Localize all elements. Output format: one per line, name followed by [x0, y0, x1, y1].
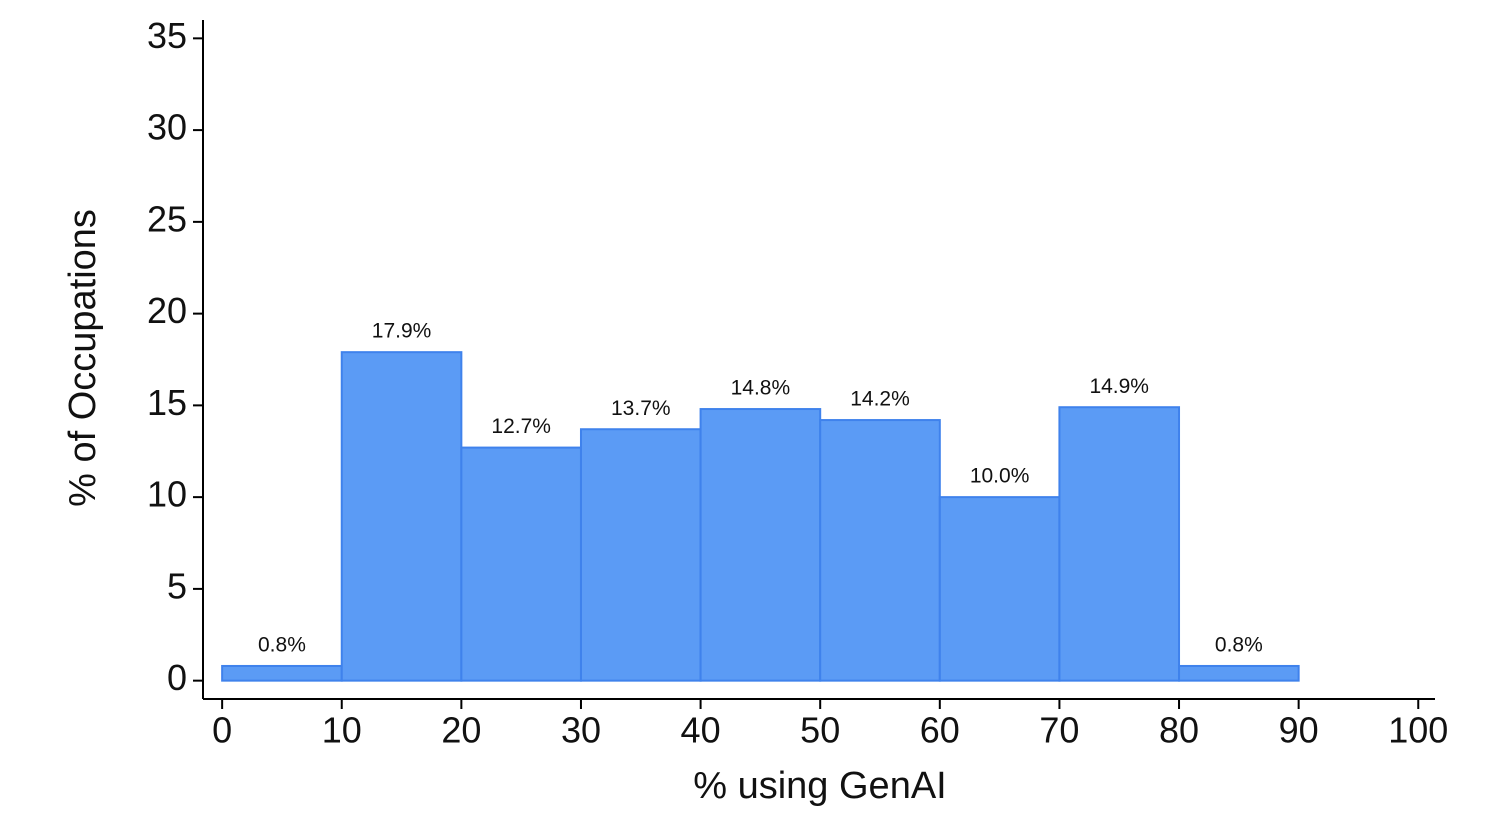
x-tick-label: 100	[1388, 710, 1448, 751]
value-label: 10.0%	[970, 465, 1030, 488]
value-label: 0.8%	[258, 634, 306, 657]
x-tick-label: 70	[1039, 710, 1079, 751]
x-tick-label: 0	[212, 710, 232, 751]
value-label: 12.7%	[491, 415, 551, 438]
value-label: 14.8%	[731, 377, 791, 400]
bar	[1058, 406, 1181, 682]
x-tick-label: 90	[1279, 710, 1319, 751]
bar	[221, 664, 343, 682]
value-label: 0.8%	[1215, 634, 1263, 657]
x-tick-label: 10	[322, 710, 362, 751]
x-tick-label: 40	[681, 710, 721, 751]
bar	[340, 351, 463, 682]
y-tick-label: 10	[147, 474, 187, 515]
value-label: 14.2%	[850, 388, 910, 411]
x-tick-label: 50	[800, 710, 840, 751]
y-tick-label: 35	[147, 15, 187, 56]
y-tick-label: 25	[147, 198, 187, 239]
y-tick-label: 5	[167, 565, 187, 606]
y-tick-label: 15	[147, 382, 187, 423]
value-label: 13.7%	[611, 397, 671, 420]
y-tick-label: 20	[147, 290, 187, 331]
x-axis-title: % using GenAI	[693, 765, 946, 807]
bar	[938, 496, 1061, 682]
x-tick-label: 60	[920, 710, 960, 751]
bar	[699, 408, 822, 682]
y-tick-label: 30	[147, 107, 187, 148]
x-tick-label: 80	[1159, 710, 1199, 751]
bar	[579, 428, 702, 682]
value-label: 14.9%	[1089, 375, 1149, 398]
bar	[460, 446, 582, 682]
x-tick-label: 20	[441, 710, 481, 751]
y-axis-title: % of Occupations	[62, 209, 104, 507]
x-tick-label: 30	[561, 710, 601, 751]
value-label: 17.9%	[372, 320, 432, 343]
y-tick-label: 0	[167, 657, 187, 698]
bar	[1178, 664, 1300, 682]
bar	[819, 419, 941, 682]
